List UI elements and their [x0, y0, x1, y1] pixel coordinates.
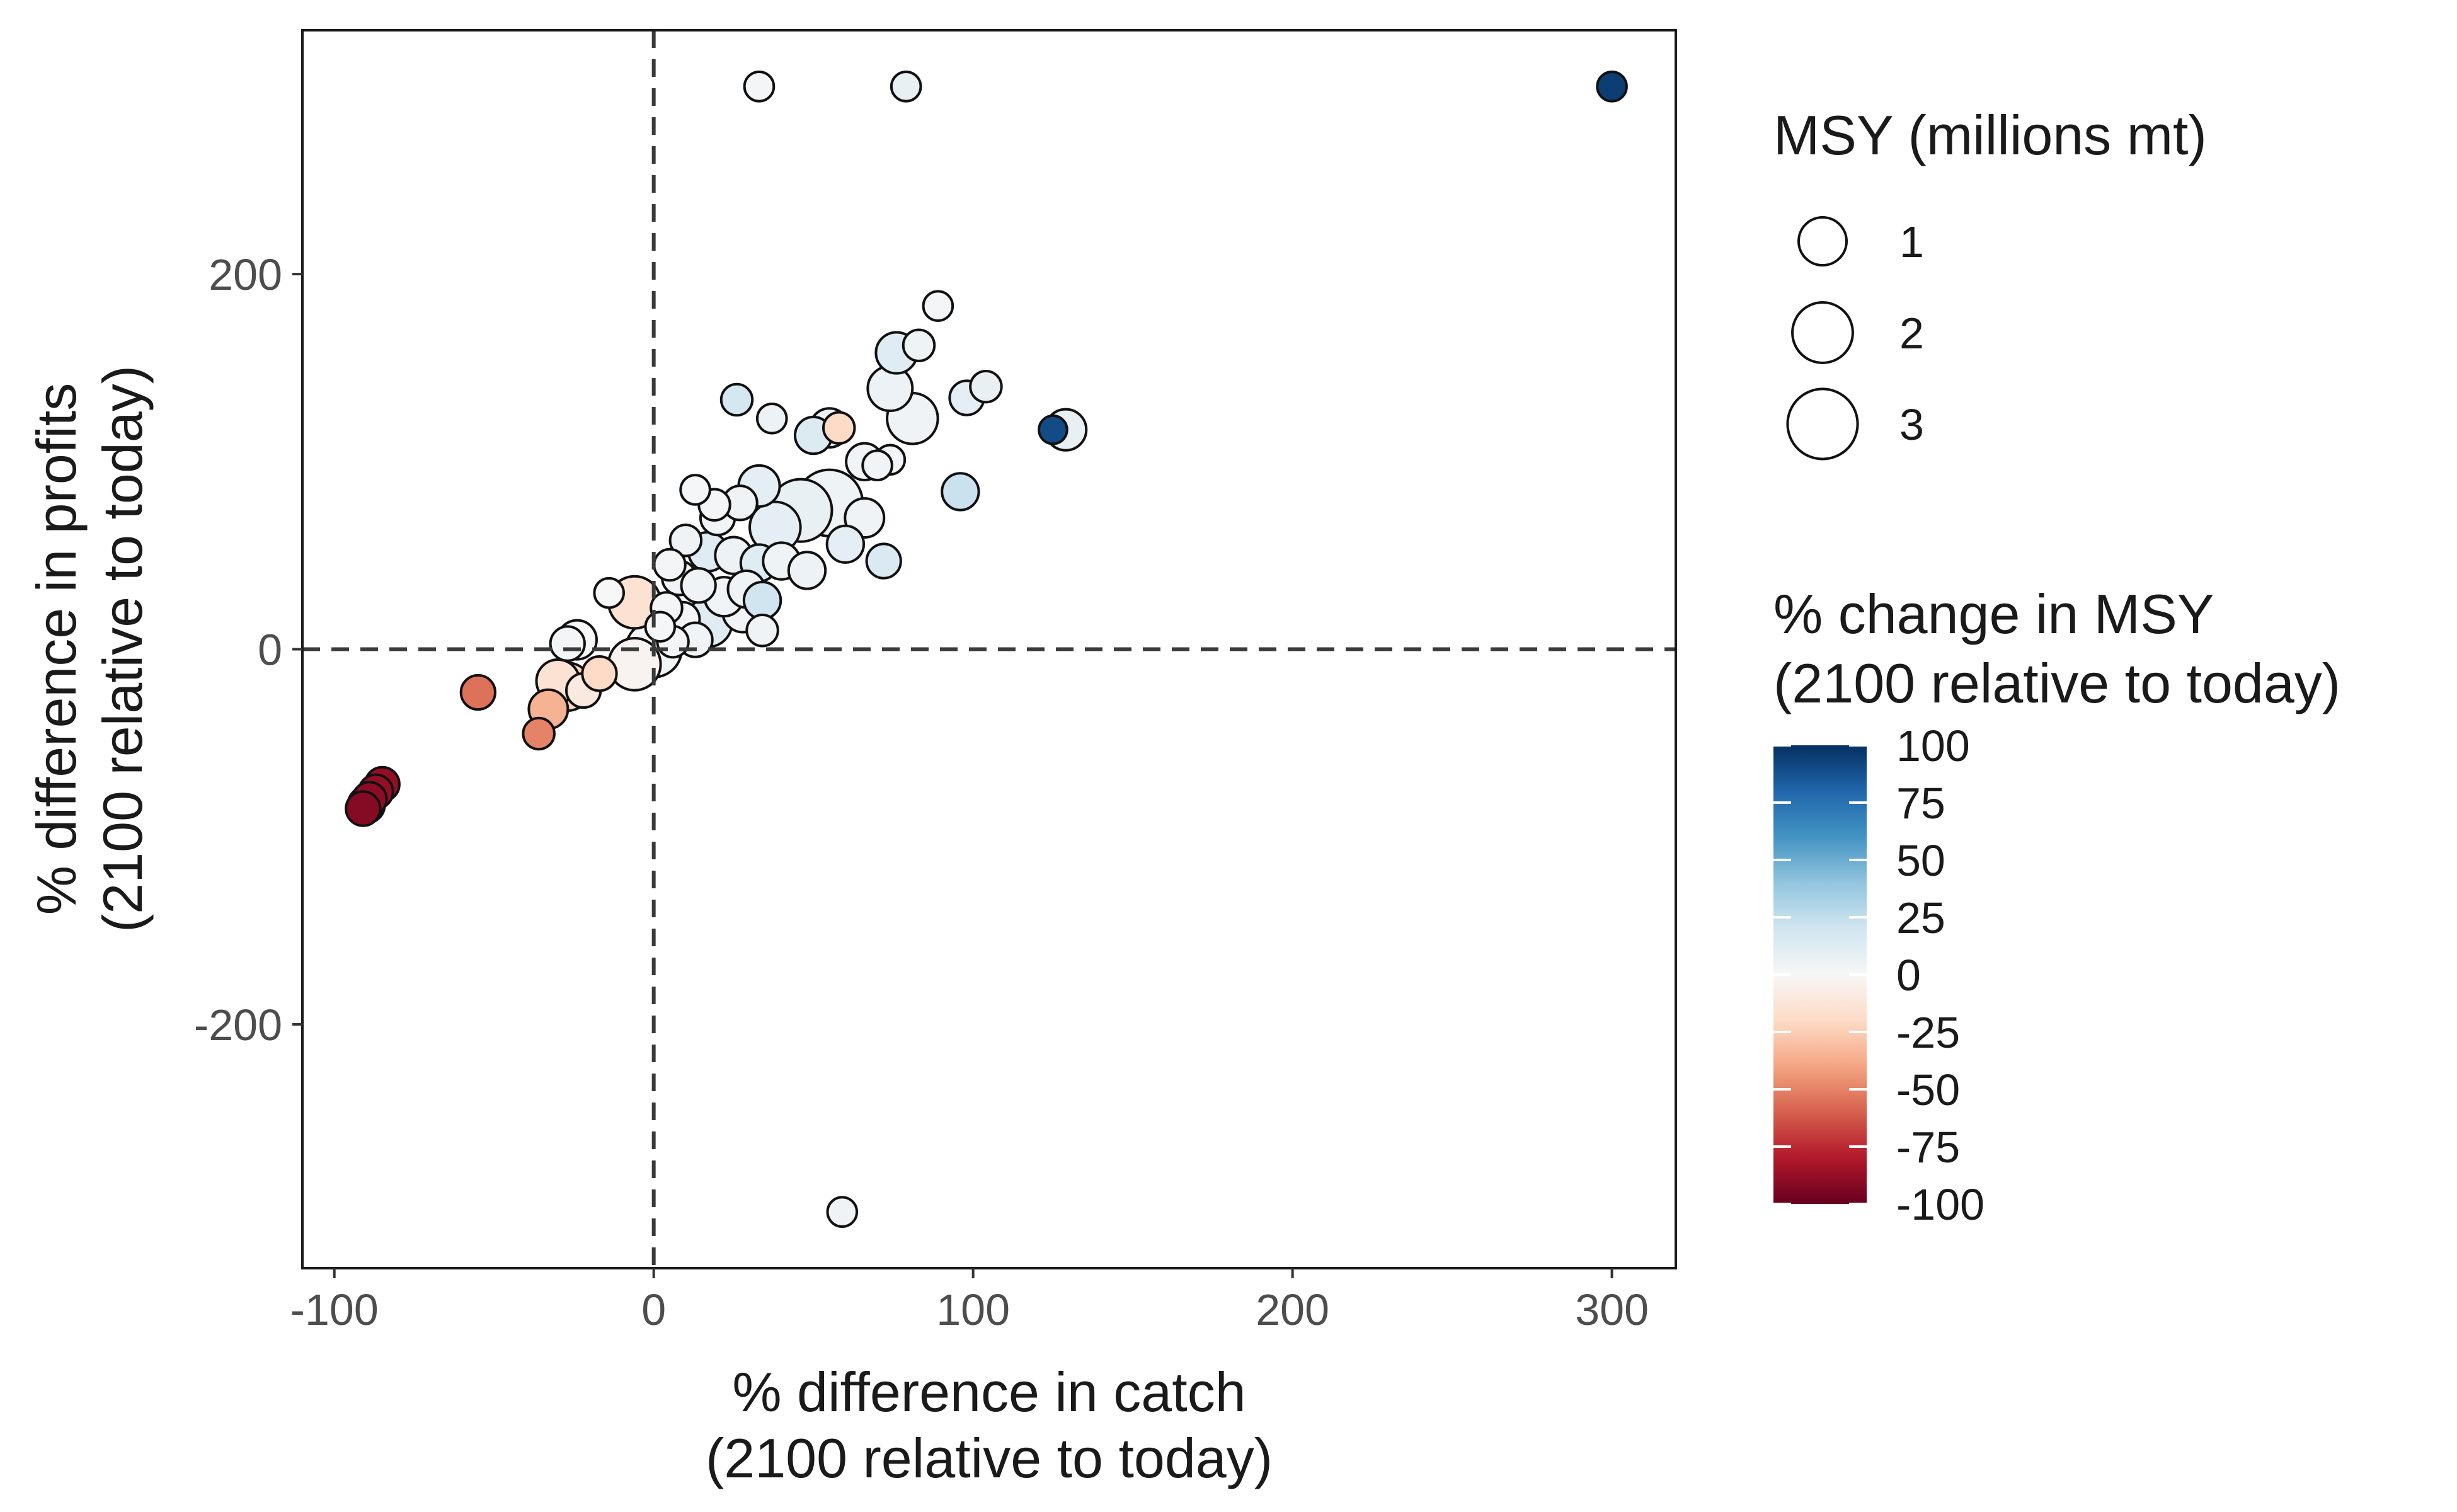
y-axis-title-line-1: % difference in profits	[25, 383, 88, 915]
data-point	[644, 610, 677, 643]
data-point	[825, 524, 866, 564]
x-tick-label: 200	[1256, 1285, 1329, 1334]
data-point	[941, 472, 980, 512]
x-tick-label: 100	[936, 1285, 1010, 1334]
data-point	[719, 382, 754, 417]
data-point	[345, 790, 382, 827]
x-axis: -100 0 100 200 300	[290, 1268, 1649, 1334]
points-layer	[345, 71, 1628, 1228]
data-point	[1038, 414, 1068, 445]
data-point	[593, 576, 625, 609]
color-legend-label: -75	[1896, 1123, 1960, 1172]
x-tick-label: 0	[641, 1285, 666, 1334]
y-tick-label: -200	[194, 1000, 282, 1050]
color-legend-title-line-2: (2100 relative to today)	[1773, 652, 2340, 714]
color-legend-title-line-1: % change in MSY	[1773, 583, 2214, 645]
y-axis-title-line-2: (2100 relative to today)	[91, 365, 154, 932]
data-point	[743, 71, 776, 103]
data-point	[1596, 71, 1628, 103]
size-legend-key	[1797, 216, 1848, 266]
data-point	[742, 580, 782, 621]
size-legend-key	[1786, 387, 1859, 461]
size-legend-entries: 1 2 3	[1786, 216, 1924, 461]
data-point	[890, 71, 922, 103]
x-axis-title-line-2: (2100 relative to today)	[706, 1427, 1273, 1489]
data-point	[922, 290, 954, 322]
color-legend-label: -100	[1896, 1180, 1984, 1229]
x-tick-label: -100	[290, 1285, 379, 1334]
y-tick-label: 200	[209, 250, 282, 299]
data-point	[680, 567, 717, 604]
data-point	[653, 547, 687, 582]
data-point	[865, 542, 902, 580]
y-axis: -200 0 200	[194, 250, 302, 1050]
data-point	[549, 625, 586, 662]
color-legend-label: 50	[1896, 836, 1945, 885]
data-point	[581, 655, 618, 692]
size-legend-label: 1	[1899, 217, 1924, 266]
reference-lines	[302, 30, 1676, 1268]
size-legend-key	[1791, 301, 1854, 364]
y-tick-label: 0	[258, 626, 282, 675]
color-legend-label: -50	[1896, 1065, 1960, 1114]
color-legend: % change in MSY (2100 relative to today)…	[1773, 583, 2340, 1229]
data-point	[902, 328, 936, 362]
x-axis-title-line-1: % difference in catch	[732, 1361, 1246, 1423]
y-axis-title: % difference in profits (2100 relative t…	[25, 365, 154, 932]
data-point	[822, 411, 856, 445]
data-point	[826, 1196, 859, 1228]
data-point	[668, 524, 703, 558]
data-point	[861, 449, 893, 482]
color-legend-label: -25	[1896, 1008, 1960, 1057]
color-legend-ticks: 100 75 50 25 0 -25 -50 -75 -100	[1773, 721, 1984, 1229]
x-tick-label: 300	[1575, 1285, 1649, 1334]
size-legend: MSY (millions mt) 1 2 3	[1773, 104, 2207, 461]
size-legend-label: 2	[1899, 309, 1924, 358]
data-point	[459, 673, 496, 711]
color-legend-label: 75	[1896, 779, 1945, 828]
size-legend-label: 3	[1899, 400, 1924, 449]
color-legend-label: 100	[1896, 721, 1970, 770]
data-point	[679, 474, 711, 506]
data-point	[755, 403, 788, 435]
color-legend-label: 25	[1896, 893, 1945, 942]
data-point	[745, 613, 779, 648]
data-point	[787, 551, 827, 590]
data-point	[522, 716, 556, 751]
size-legend-title: MSY (millions mt)	[1773, 104, 2207, 166]
color-legend-label: 0	[1896, 951, 1921, 1000]
data-point	[969, 369, 1003, 404]
